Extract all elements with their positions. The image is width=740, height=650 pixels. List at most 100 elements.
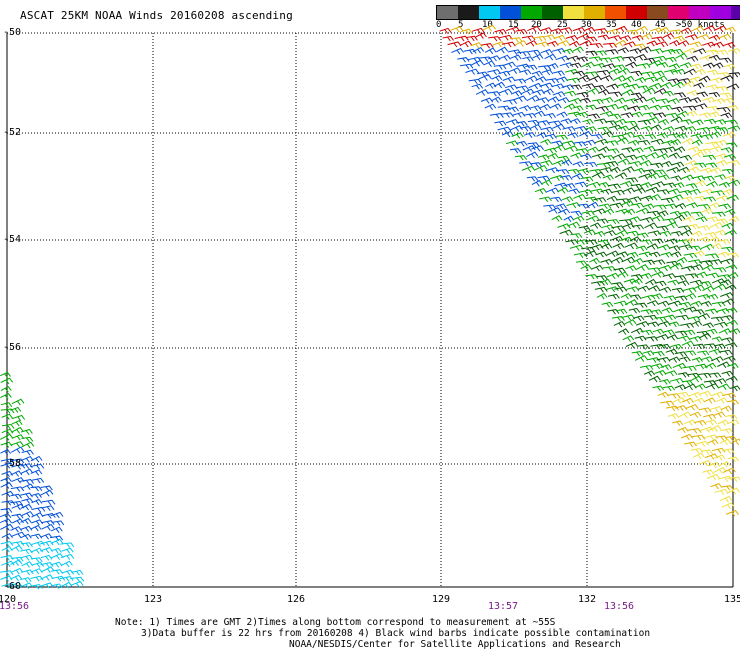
legend-label: 15 xyxy=(508,20,519,30)
wind-barb xyxy=(630,294,642,300)
wind-barb xyxy=(691,357,703,363)
wind-barb xyxy=(573,252,588,258)
legend-labels: 0 5 10 15 20 25 30 35 40 45 >50 knots xyxy=(430,20,740,32)
wind-barb xyxy=(660,364,672,371)
wind-barb xyxy=(460,63,474,70)
wind-barb xyxy=(684,160,698,167)
wind-barb xyxy=(50,561,63,568)
wind-barb xyxy=(21,498,34,504)
wind-barb xyxy=(11,398,25,406)
wind-barb xyxy=(664,203,678,210)
wind-barb xyxy=(640,239,653,245)
wind-barb xyxy=(566,77,581,84)
wind-barb xyxy=(567,111,582,118)
wind-barb xyxy=(1,582,16,589)
wind-barb xyxy=(719,57,732,63)
wind-barb xyxy=(31,561,44,568)
wind-barb xyxy=(650,138,665,145)
wind-barb xyxy=(583,229,596,236)
wind-barb xyxy=(690,300,703,307)
wind-barb xyxy=(629,236,641,243)
wind-barb xyxy=(704,118,717,125)
wind-barb xyxy=(681,433,694,441)
wind-barb xyxy=(657,391,669,398)
wind-barb xyxy=(715,86,729,92)
wind-barb xyxy=(711,41,724,48)
wind-barb xyxy=(482,24,496,32)
wind-barb xyxy=(20,479,34,485)
wind-barb xyxy=(582,118,594,125)
wind-barb xyxy=(597,239,610,245)
wind-barb xyxy=(700,281,712,287)
wind-barb xyxy=(568,97,582,105)
wind-barb xyxy=(697,236,710,243)
wind-barb xyxy=(609,235,624,243)
wind-barb xyxy=(589,244,604,251)
wind-barb xyxy=(711,211,726,217)
wind-barb xyxy=(701,207,713,215)
wind-barb xyxy=(651,214,664,222)
wind-barb xyxy=(550,174,565,181)
wind-barb xyxy=(671,81,685,89)
wind-barb xyxy=(600,258,613,265)
wind-barb xyxy=(707,126,722,132)
wind-barb xyxy=(653,204,667,210)
wind-barb xyxy=(683,329,696,336)
wind-barb xyxy=(521,35,536,41)
wind-barb xyxy=(645,278,657,286)
longitude-label: 129 xyxy=(431,594,451,605)
wind-barb xyxy=(680,119,693,125)
wind-barb xyxy=(669,245,681,252)
wind-barb xyxy=(523,132,536,138)
wind-barb xyxy=(720,74,734,82)
wind-barb xyxy=(648,193,662,201)
wind-barb xyxy=(545,187,560,195)
wind-barb xyxy=(540,49,553,56)
wind-barb xyxy=(679,356,691,363)
wind-barb xyxy=(687,224,700,230)
wind-barb xyxy=(710,356,724,363)
latitude-label: -58 xyxy=(3,458,22,469)
wind-barb xyxy=(668,356,681,363)
wind-barb xyxy=(655,334,669,341)
wind-barb xyxy=(589,257,600,265)
wind-barb xyxy=(601,130,614,138)
wind-barb xyxy=(20,533,32,540)
wind-barb xyxy=(0,513,12,520)
wind-barb xyxy=(710,391,725,398)
wind-barb xyxy=(703,196,716,202)
wind-barb xyxy=(689,411,702,418)
wind-barb xyxy=(567,221,580,229)
wind-barb xyxy=(679,62,693,69)
wind-barb xyxy=(704,362,717,370)
wind-barb xyxy=(572,27,586,34)
wind-barb xyxy=(638,251,653,258)
wind-barb xyxy=(635,25,648,33)
legend-swatch xyxy=(626,6,647,19)
wind-barb xyxy=(634,302,648,308)
wind-barb xyxy=(703,413,717,420)
wind-barb xyxy=(621,256,635,264)
wind-barb xyxy=(550,103,562,110)
wind-barb xyxy=(606,195,618,202)
wind-barb xyxy=(539,27,553,34)
wind-barb xyxy=(672,397,686,404)
wind-barb xyxy=(687,428,702,434)
wind-barb xyxy=(593,230,606,237)
wind-barb xyxy=(610,56,625,62)
pass-time-label: 13:56 xyxy=(0,601,30,612)
wind-barb xyxy=(662,32,675,40)
wind-barb xyxy=(673,182,685,189)
wind-barb xyxy=(618,328,630,335)
wind-barb xyxy=(697,350,710,356)
wind-barb xyxy=(10,493,22,500)
wind-barb xyxy=(632,134,645,141)
wind-barb xyxy=(31,519,44,526)
wind-barb xyxy=(675,239,690,245)
wind-barb xyxy=(681,137,694,145)
wind-barb xyxy=(721,188,734,196)
legend-label: 5 xyxy=(458,20,464,30)
wind-barb xyxy=(534,164,548,172)
wind-barb xyxy=(480,97,494,104)
wind-barb xyxy=(40,489,54,497)
